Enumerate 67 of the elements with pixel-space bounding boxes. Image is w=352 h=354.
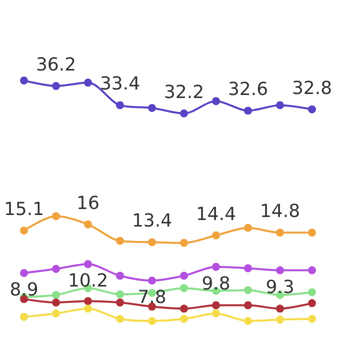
point — [180, 272, 188, 280]
point — [84, 78, 92, 87]
point — [84, 260, 92, 268]
data-label: 32.2 — [164, 82, 204, 103]
data-label: 14.8 — [260, 201, 300, 222]
point — [276, 316, 284, 324]
point — [308, 299, 316, 308]
point — [244, 106, 252, 115]
point — [308, 266, 316, 274]
point — [276, 266, 284, 274]
point — [212, 231, 220, 240]
point — [84, 220, 92, 228]
point — [52, 212, 60, 220]
point — [244, 301, 252, 310]
point — [212, 301, 220, 310]
point — [148, 104, 156, 112]
point — [180, 314, 188, 323]
point — [116, 298, 124, 306]
point — [308, 228, 316, 237]
point — [84, 297, 92, 306]
point — [116, 314, 124, 323]
point — [276, 304, 284, 313]
point — [308, 314, 316, 323]
point — [244, 316, 252, 325]
point — [20, 226, 28, 235]
point — [52, 309, 60, 318]
point — [20, 269, 28, 278]
data-label: 36.2 — [36, 54, 76, 76]
point — [276, 228, 284, 237]
point — [148, 276, 156, 285]
point — [52, 290, 60, 299]
data-label: 33.4 — [100, 74, 140, 95]
point — [180, 238, 188, 247]
point — [20, 76, 28, 85]
data-label: 8.9 — [10, 280, 38, 301]
point — [116, 236, 124, 245]
point — [84, 304, 92, 313]
point — [244, 224, 252, 232]
point — [116, 290, 124, 298]
data-label: 13.4 — [132, 210, 172, 232]
point — [244, 286, 252, 294]
point — [212, 97, 220, 106]
data-label: 9.8 — [202, 273, 230, 294]
point — [116, 272, 124, 280]
data-label: 15.1 — [4, 199, 44, 220]
data-label: 10.2 — [68, 270, 108, 292]
point — [52, 298, 60, 306]
point — [180, 109, 188, 118]
point — [148, 316, 156, 325]
point — [116, 101, 124, 110]
data-label: 32.6 — [228, 79, 268, 100]
point — [20, 312, 28, 321]
data-label: 14.4 — [196, 204, 236, 225]
point — [148, 238, 156, 246]
point — [52, 82, 60, 90]
point — [180, 304, 188, 313]
point — [180, 284, 188, 292]
data-label: 9.3 — [266, 276, 294, 298]
point — [212, 262, 220, 271]
point — [212, 309, 220, 318]
point — [52, 264, 60, 273]
point — [244, 264, 252, 272]
point — [308, 288, 316, 296]
point — [308, 105, 316, 114]
point — [276, 101, 284, 110]
data-label: 16 — [76, 192, 100, 214]
data-label: 32.8 — [292, 78, 332, 99]
